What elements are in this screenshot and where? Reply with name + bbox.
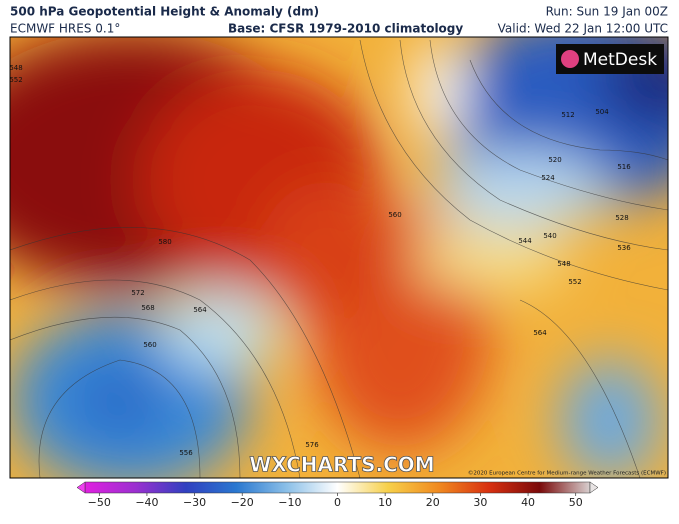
- contour-label: 528: [615, 214, 628, 222]
- contour-label: 548: [557, 260, 570, 268]
- contour-label: 512: [561, 111, 574, 119]
- watermark: WXCHARTS.COM: [249, 453, 434, 477]
- colorbar-tick-label: 20: [426, 496, 440, 509]
- contour-label: 516: [617, 163, 631, 171]
- contour-label: 564: [533, 329, 547, 337]
- colorbar-arrow-high: [589, 481, 599, 494]
- valid: Valid: Wed 22 Jan 12:00 UTC: [498, 22, 668, 36]
- contour-label: 552: [568, 278, 581, 286]
- contour-label: 580: [158, 238, 171, 246]
- title: 500 hPa Geopotential Height & Anomaly (d…: [10, 5, 319, 19]
- colorbar: [84, 481, 591, 494]
- base: Base: CFSR 1979-2010 climatology: [228, 22, 463, 36]
- copyright: ©2020 European Centre for Medium-range W…: [468, 470, 666, 477]
- map: MetDesk WXCHARTS.COM ©2020 European Cent…: [9, 37, 668, 478]
- colorbar-tick-label: 40: [521, 496, 535, 509]
- colorbar-tick-label: −10: [278, 496, 301, 509]
- contour-label: 564: [193, 306, 207, 314]
- model: ECMWF HRES 0.1°: [10, 22, 120, 36]
- contour-label: 504: [595, 108, 609, 116]
- contour-label: 560: [143, 341, 156, 349]
- colorbar-tick-label: 30: [473, 496, 487, 509]
- contour-label: 556: [179, 449, 193, 457]
- contour-label: 520: [548, 156, 561, 164]
- colorbar-tick-label: 0: [334, 496, 341, 509]
- contour-label: 568: [141, 304, 154, 312]
- colorbar-tick-label: −20: [231, 496, 254, 509]
- contour-label: 536: [617, 244, 631, 252]
- colorbar-tick-label: 50: [569, 496, 583, 509]
- map-frame: [9, 36, 669, 479]
- colorbar-tick-label: −30: [183, 496, 206, 509]
- contour-label: 560: [388, 211, 401, 219]
- colorbar-tick-label: −40: [135, 496, 158, 509]
- contour-label: 544: [518, 237, 532, 245]
- contour-label: 540: [543, 232, 556, 240]
- logo: MetDesk: [583, 50, 657, 70]
- contour-label: 552: [9, 76, 22, 84]
- contour-label: 576: [305, 441, 319, 449]
- contour-label: 572: [131, 289, 144, 297]
- contour-label: 548: [9, 64, 22, 72]
- colorbar-arrow-low: [76, 481, 86, 494]
- colorbar-tick-label: −50: [88, 496, 111, 509]
- contour-label: 524: [541, 174, 555, 182]
- logo-icon: [561, 50, 579, 68]
- colorbar-tick-label: 10: [378, 496, 392, 509]
- run: Run: Sun 19 Jan 00Z: [546, 5, 668, 19]
